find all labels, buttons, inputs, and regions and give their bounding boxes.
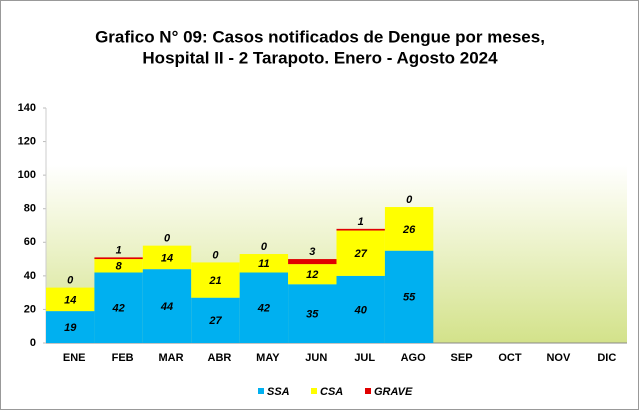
data-label: 14 <box>161 252 173 264</box>
x-tick-label: SEP <box>451 352 473 364</box>
bar-segment <box>94 272 143 343</box>
x-tick-label: MAY <box>256 352 280 364</box>
x-tick-label: MAR <box>159 352 184 364</box>
data-label: 42 <box>257 303 270 315</box>
data-label: 1 <box>358 216 364 228</box>
data-label: 21 <box>208 275 221 287</box>
legend-label: GRAVE <box>374 386 413 398</box>
bar-segment <box>336 275 385 343</box>
bar-segment <box>46 287 95 312</box>
bar-segment <box>288 284 337 343</box>
data-label: 0 <box>261 241 268 253</box>
bar-segment <box>191 297 240 343</box>
bar-segment <box>239 272 289 343</box>
data-label: 12 <box>306 269 318 281</box>
data-label: 27 <box>354 248 368 260</box>
x-tick-label: AGO <box>401 352 427 364</box>
bar-segment <box>142 269 192 343</box>
x-tick-label: OCT <box>498 352 522 364</box>
legend-swatch <box>311 388 317 394</box>
bar-segment <box>336 228 385 231</box>
data-label: 44 <box>160 301 173 313</box>
bar-segment <box>239 254 289 273</box>
bar-segment <box>288 264 337 285</box>
y-tick-label: 100 <box>18 169 36 181</box>
x-tick-label: FEB <box>112 352 134 364</box>
y-tick-label: 60 <box>24 236 36 248</box>
chart-title: Hospital II - 2 Tarapoto. Enero - Agosto… <box>142 48 498 67</box>
legend-swatch <box>365 388 371 394</box>
data-label: 11 <box>258 258 269 270</box>
bar-segment <box>288 259 337 265</box>
x-tick-label: NOV <box>546 352 571 364</box>
x-tick-label: ENE <box>63 352 86 364</box>
y-tick-label: 80 <box>24 203 36 215</box>
bar-segment <box>94 257 143 260</box>
y-tick-label: 140 <box>18 102 36 114</box>
data-label: 0 <box>67 275 74 287</box>
y-tick-label: 0 <box>30 337 36 349</box>
bar-segment <box>384 250 434 343</box>
bar-segment <box>336 230 385 276</box>
legend-label: CSA <box>320 386 343 398</box>
legend-label: SSA <box>267 386 290 398</box>
x-tick-label: JUN <box>305 352 327 364</box>
x-tick-label: DIC <box>597 352 616 364</box>
bar-segment <box>46 311 95 343</box>
legend-swatch <box>258 388 264 394</box>
data-label: 55 <box>403 292 416 304</box>
data-label: 0 <box>164 233 171 245</box>
y-tick-label: 40 <box>24 270 36 282</box>
x-tick-label: JUL <box>354 352 375 364</box>
bar-segment <box>142 245 192 270</box>
data-label: 14 <box>64 294 76 306</box>
data-label: 27 <box>208 315 222 327</box>
data-label: 19 <box>64 322 77 334</box>
y-tick-label: 20 <box>24 303 36 315</box>
data-label: 40 <box>354 304 368 316</box>
bar-segment <box>384 207 434 251</box>
bar-segment <box>94 259 143 273</box>
data-label: 42 <box>112 303 125 315</box>
data-label: 1 <box>116 244 122 256</box>
data-label: 0 <box>406 194 413 206</box>
data-label: 8 <box>116 261 123 273</box>
data-label: 35 <box>306 309 319 321</box>
data-label: 26 <box>402 224 416 236</box>
data-label: 3 <box>309 246 315 258</box>
y-tick-label: 120 <box>18 135 36 147</box>
data-label: 0 <box>212 249 219 261</box>
x-tick-label: ABR <box>208 352 232 364</box>
bar-segment <box>191 262 240 298</box>
chart-title: Grafico N° 09: Casos notificados de Deng… <box>95 27 545 46</box>
